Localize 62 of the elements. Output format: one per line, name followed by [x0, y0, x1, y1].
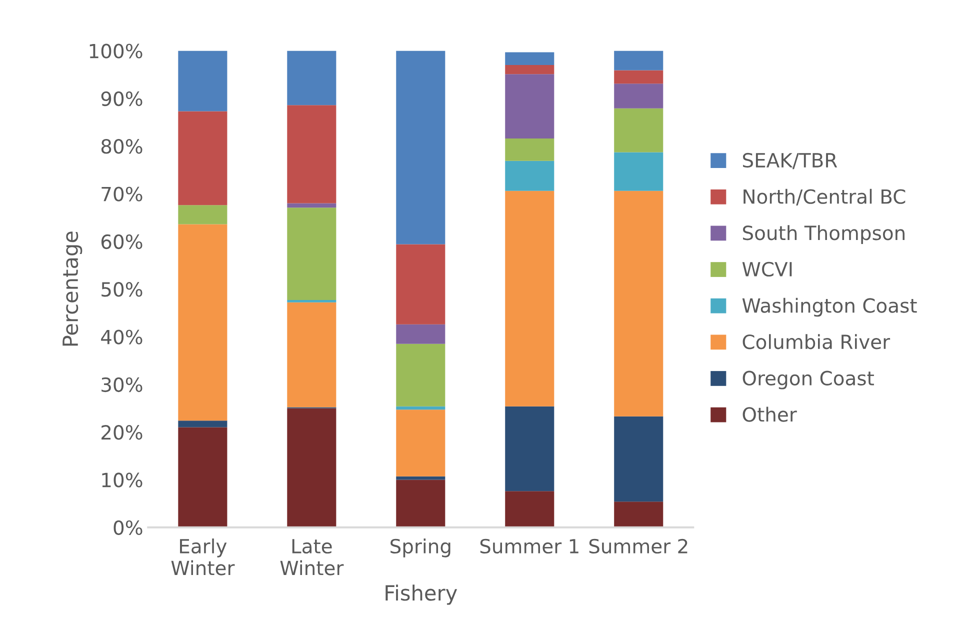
- bar: [614, 50, 664, 70]
- bar: [178, 420, 228, 428]
- bar: [287, 50, 336, 106]
- bar: [614, 190, 664, 416]
- legend-label: SEAK/TBR: [742, 152, 838, 170]
- legend-label: North/Central BC: [744, 188, 906, 206]
- bar: [178, 111, 228, 206]
- y-tick-label: 70%: [102, 186, 142, 202]
- bar: [287, 302, 336, 408]
- legend-label: Washington Coast: [742, 298, 917, 317]
- bar: [396, 324, 446, 344]
- y-tick-label: 20%: [102, 425, 142, 440]
- bar: [614, 416, 664, 502]
- bar: [505, 406, 554, 492]
- bar: [396, 406, 446, 410]
- bar: [178, 224, 228, 421]
- bar: [505, 65, 554, 74]
- bar: [614, 70, 664, 84]
- bar: [396, 476, 446, 480]
- bar: [505, 138, 554, 161]
- bar: [505, 160, 554, 191]
- x-tick-label: Early Winter: [171, 538, 235, 576]
- legend-label: WCVI: [742, 262, 792, 277]
- bar: [396, 344, 446, 406]
- bar: [505, 74, 554, 138]
- bar: [614, 108, 664, 152]
- bar: [505, 52, 554, 66]
- bar: [396, 480, 446, 528]
- bar: [614, 502, 664, 528]
- bar: [178, 205, 228, 224]
- bar: [287, 105, 336, 204]
- y-tick-label: 0%: [114, 520, 142, 536]
- y-tick-label: 50%: [102, 282, 142, 297]
- legend-label: Oregon Coast: [742, 370, 874, 390]
- x-axis-title: Fishery: [386, 584, 458, 605]
- bar: [178, 427, 228, 528]
- y-tick-label: 60%: [101, 234, 142, 250]
- bar: [396, 50, 446, 244]
- bar: [287, 208, 336, 300]
- bar: [614, 84, 664, 108]
- y-tick-label: 10%: [102, 472, 142, 488]
- bar: [505, 190, 554, 406]
- bar: [505, 491, 554, 528]
- x-tick-label: Summer 2: [589, 538, 688, 554]
- y-tick-label: 100%: [90, 44, 142, 58]
- legend-label: South Thompson: [742, 225, 904, 244]
- legend-label: Columbia River: [742, 334, 890, 350]
- legend-label: Other: [742, 406, 797, 422]
- y-tick-label: 90%: [101, 91, 142, 106]
- x-tick-label: Late Winter: [280, 539, 344, 576]
- bar: [178, 50, 228, 112]
- bar: [396, 410, 446, 476]
- bar: [287, 408, 336, 528]
- y-tick-label: 30%: [102, 377, 142, 392]
- bar: [614, 152, 664, 191]
- bar: [287, 203, 336, 208]
- y-tick-label: 80%: [101, 139, 142, 154]
- x-tick-label: Spring: [390, 538, 450, 558]
- bar: [396, 244, 446, 324]
- x-tick-label: Summer 1: [480, 538, 578, 554]
- y-axis-title: Percentage: [62, 232, 82, 346]
- y-tick-label: 40%: [101, 330, 142, 344]
